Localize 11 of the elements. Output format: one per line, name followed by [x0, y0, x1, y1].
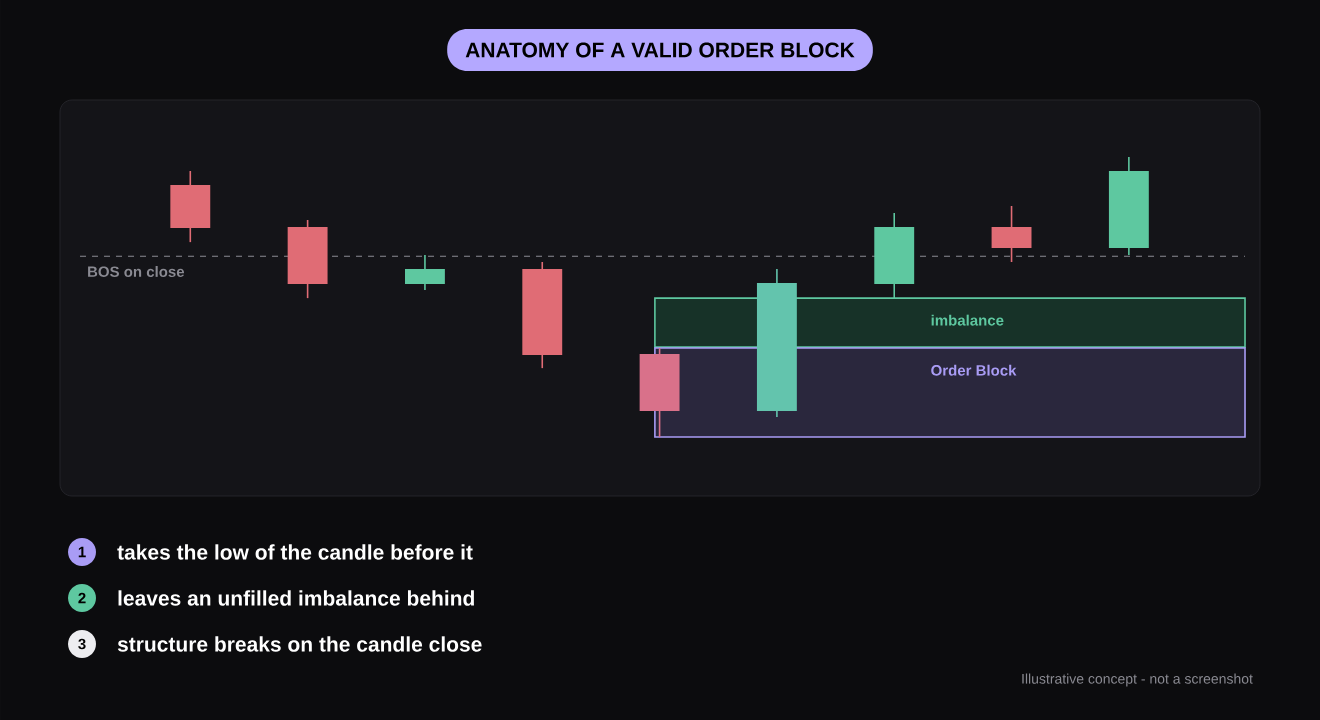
ref-line-label: BOS on close	[88, 266, 185, 278]
text: takes the low of the candle before it	[117, 544, 473, 560]
text: structure breaks on the candle close	[117, 636, 482, 652]
text: 3	[78, 638, 86, 650]
text: Illustrative concept - not a screenshot	[1022, 673, 1253, 687]
band-label: Order Block	[931, 364, 1017, 376]
text: leaves an unfilled imbalance behind	[118, 590, 474, 606]
text: 1	[78, 546, 86, 558]
chart-title: ANATOMY OF A VALID ORDER BLOCK	[465, 42, 855, 58]
text: 2	[78, 592, 86, 604]
band-label: imbalance	[931, 314, 1004, 326]
